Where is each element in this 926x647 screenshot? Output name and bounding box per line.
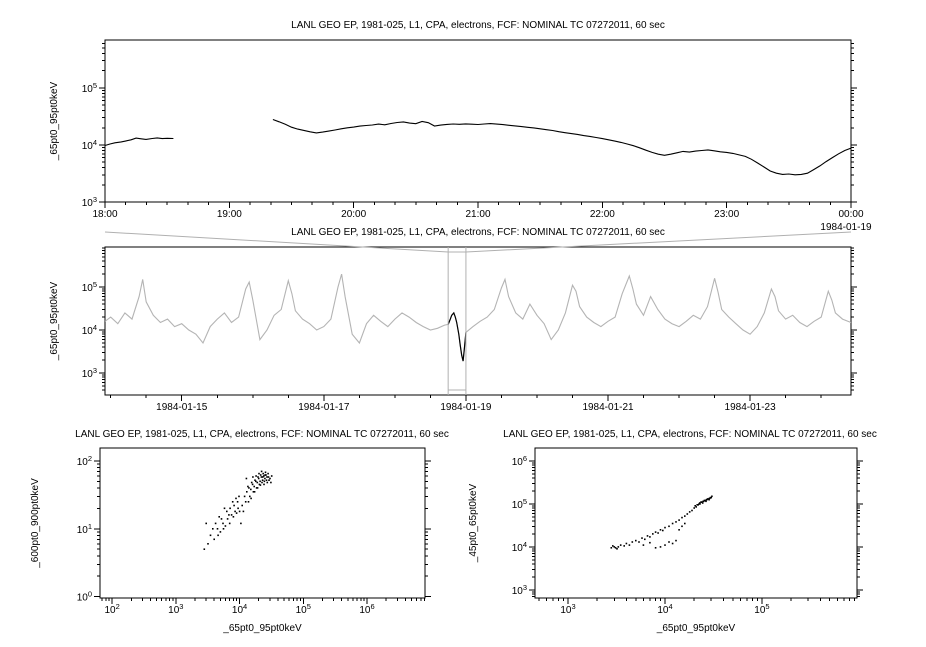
x-tick-label: 00:00 (838, 209, 863, 220)
x-tick-label: 1984-01-21 (582, 402, 634, 413)
x-axis-label: _65pt0_95pt0keV (656, 623, 736, 634)
x-tick-label: 21:00 (465, 209, 490, 220)
chart-title-context: LANL GEO EP, 1981-025, L1, CPA, electron… (291, 227, 665, 238)
y-tick-label: 104 (512, 540, 527, 554)
x-axis-date-label: 1984-01-19 (820, 222, 872, 233)
x-tick-label: 22:00 (590, 209, 615, 220)
chart-ts-context[interactable]: 103 104 105 1984-01-15 1984-01-17 1984-01-19 1… (49, 246, 857, 413)
scatter-points (203, 470, 273, 550)
y-tick-label: 104 (82, 138, 97, 152)
zoom-connector-left (104, 231, 449, 253)
chart-title-scatter-right: LANL GEO EP, 1981-025, L1, CPA, electron… (503, 429, 877, 440)
zoom-linkage[interactable] (104, 231, 852, 395)
y-tick-label: 103 (82, 195, 97, 209)
x-tick-label: 103 (560, 602, 575, 616)
y-tick-label: 103 (512, 583, 527, 597)
y-axis-label: _600pt0_900pt0keV (30, 478, 41, 569)
plot-frame (99, 447, 426, 599)
x-tick-label: 104 (232, 602, 247, 616)
x-tick-label: 1984-01-19 (440, 402, 492, 413)
x-axis-label: _65pt0_95pt0keV (222, 623, 302, 634)
x-tick-label: 23:00 (714, 209, 739, 220)
x-tick-label: 1984-01-15 (156, 402, 208, 413)
axes-ts-context: 103 104 105 1984-01-15 1984-01-17 1984-01-19 1… (82, 246, 857, 413)
x-tick-label: 104 (657, 602, 672, 616)
x-tick-label: 1984-01-23 (725, 402, 777, 413)
x-tick-label: 105 (296, 602, 311, 616)
y-tick-label: 106 (512, 454, 527, 468)
x-tick-label: 106 (359, 602, 374, 616)
y-tick-label: 105 (82, 280, 97, 294)
x-tick-label: 20:00 (341, 209, 366, 220)
axes-sc-600-900: 100 101 102 102 103 104 105 106 (77, 447, 431, 616)
x-tick-label: 102 (104, 602, 119, 616)
y-tick-label: 104 (82, 323, 97, 337)
y-tick-label: 105 (512, 497, 527, 511)
y-axis-label: _45pt0_65pt0keV (468, 483, 479, 563)
axes-ts-overview: 103 104 105 18:00 19:00 20:00 21:00 22:00 23:00 0… (82, 39, 864, 220)
y-tick-label: 101 (77, 522, 92, 536)
plot-frame (104, 39, 852, 203)
x-tick-label: 18:00 (92, 209, 117, 220)
axes-sc-45-65: 103 104 105 106 103 104 105 (512, 447, 863, 616)
x-tick-label: 19:00 (217, 209, 242, 220)
x-tick-label: 103 (168, 602, 183, 616)
y-tick-label: 105 (82, 81, 97, 95)
series-line (104, 137, 174, 147)
chart-title-scatter-left: LANL GEO EP, 1981-025, L1, CPA, electron… (75, 429, 449, 440)
chart-ts-overview[interactable]: 103 104 105 18:00 19:00 20:00 21:00 22:00 23:00 0… (49, 39, 864, 220)
y-tick-label: 103 (82, 366, 97, 380)
series-highlight (447, 311, 467, 362)
chart-sc-45-65[interactable]: 103 104 105 106 103 104 105 _45pt0_65pt0keV _65p… (468, 447, 863, 634)
y-axis-label: _65pt0_95pt0keV (49, 281, 60, 361)
zoom-connector-right (465, 231, 852, 253)
x-tick-label: 105 (754, 602, 769, 616)
y-tick-label: 102 (77, 454, 92, 468)
y-tick-label: 100 (77, 590, 92, 604)
x-tick-label: 1984-01-17 (298, 402, 350, 413)
plot-frame (104, 246, 852, 396)
chart-title-overview: LANL GEO EP, 1981-025, L1, CPA, electron… (291, 20, 665, 31)
series-line (104, 273, 852, 362)
series-line (272, 118, 852, 176)
y-axis-label: _65pt0_95pt0keV (49, 81, 60, 161)
scatter-points (610, 495, 713, 550)
plot-frame (534, 447, 858, 599)
chart-sc-600-900[interactable]: 100 101 102 102 103 104 105 106 _600pt0_900pt0ke… (30, 447, 431, 634)
